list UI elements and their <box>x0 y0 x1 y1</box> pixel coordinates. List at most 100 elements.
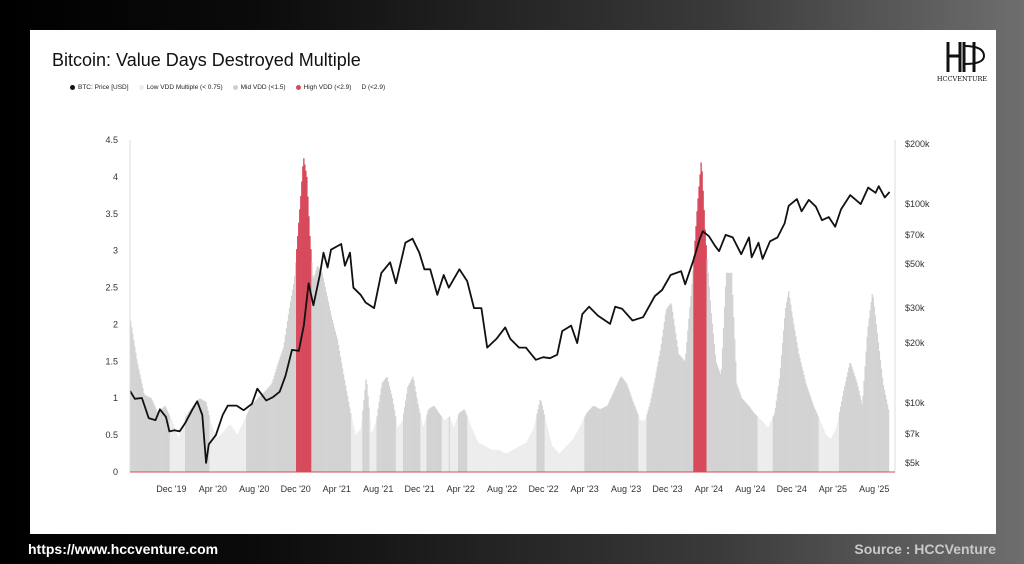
vdd-bar <box>581 422 583 472</box>
vdd-bar <box>538 404 540 472</box>
vdd-bar <box>221 432 224 472</box>
vdd-bar <box>546 427 548 472</box>
vdd-bar <box>132 333 134 472</box>
vdd-bar <box>689 307 691 472</box>
vdd-bar <box>605 406 608 472</box>
vdd-bar <box>818 418 820 472</box>
vdd-bar <box>876 333 879 472</box>
vdd-bar <box>680 356 682 472</box>
vdd-bar <box>449 419 452 472</box>
vdd-bar <box>736 383 738 472</box>
vdd-bar <box>871 293 873 472</box>
x-tick-label: Dec '23 <box>652 484 682 494</box>
legend-item-price[interactable]: BTC: Price [USD] <box>70 84 129 91</box>
legend-item-d[interactable]: D (<2.9) <box>361 84 385 91</box>
vdd-bar <box>650 398 652 472</box>
vdd-bar <box>670 304 673 472</box>
vdd-bar <box>582 420 584 472</box>
vdd-bar <box>700 162 702 472</box>
website-url[interactable]: https://www.hccventure.com <box>28 541 219 557</box>
vdd-bar <box>755 414 757 472</box>
vdd-bar <box>652 388 654 472</box>
vdd-bar <box>618 379 621 472</box>
vdd-bar <box>835 427 838 472</box>
vdd-bar <box>514 449 516 472</box>
vdd-bar <box>735 361 737 472</box>
vdd-bar <box>238 430 241 472</box>
vdd-bar <box>839 406 842 472</box>
vdd-bar <box>455 419 458 472</box>
vdd-bar <box>377 408 379 472</box>
vdd-bar <box>149 397 151 472</box>
vdd-bar <box>339 356 342 472</box>
vdd-bar <box>739 392 741 472</box>
vdd-bar <box>765 425 767 472</box>
vdd-bar <box>682 358 684 472</box>
vdd-bar <box>271 382 273 472</box>
vdd-bar <box>683 359 685 472</box>
vdd-bar <box>861 404 863 472</box>
vdd-bar <box>634 406 636 472</box>
vdd-bar <box>637 414 639 472</box>
vdd-bar <box>580 424 582 472</box>
vdd-bar <box>139 373 141 472</box>
vdd-bar <box>787 296 789 472</box>
vdd-bar <box>253 402 255 472</box>
btc-price-series <box>129 185 891 464</box>
vdd-bar <box>204 401 206 472</box>
vdd-bar <box>299 209 301 472</box>
vdd-bar <box>219 434 221 472</box>
vdd-bar <box>185 416 187 472</box>
vdd-bar <box>350 412 352 472</box>
legend-item-low-vdd[interactable]: Low VDD Multiple (< 0.75) <box>138 84 223 91</box>
vdd-bar <box>381 382 383 472</box>
vdd-bar <box>417 403 419 472</box>
vdd-bar <box>776 393 779 472</box>
vdd-bar <box>632 400 634 472</box>
vdd-bar <box>227 425 230 472</box>
vdd-bar <box>412 376 414 472</box>
vdd-bar <box>513 449 515 472</box>
legend-item-high-vdd[interactable]: High VDD (<2.9) <box>295 84 351 91</box>
vdd-bar <box>685 353 687 472</box>
legend-swatch <box>295 85 301 90</box>
vdd-bar <box>296 249 298 472</box>
vdd-bar <box>420 417 422 472</box>
vdd-bar <box>531 431 533 472</box>
y-tick-left: 1.5 <box>105 356 118 366</box>
vdd-bar <box>248 410 250 472</box>
vdd-bar <box>860 399 862 472</box>
vdd-bar <box>678 353 680 472</box>
vdd-bar <box>522 444 524 472</box>
vdd-bar <box>318 268 320 472</box>
vdd-bar <box>431 406 433 472</box>
vdd-bar <box>491 449 493 472</box>
vdd-bar <box>379 394 381 472</box>
vdd-bar <box>783 317 786 472</box>
vdd-bar <box>716 365 719 472</box>
vdd-bar <box>535 418 537 472</box>
vdd-bar <box>598 408 600 472</box>
vdd-bar <box>863 381 865 472</box>
vdd-bar <box>474 435 476 472</box>
vdd-bar <box>766 426 769 472</box>
vdd-bar <box>354 430 356 472</box>
vdd-bar <box>791 311 793 472</box>
vdd-bar <box>286 321 289 472</box>
vdd-bar <box>684 360 686 472</box>
vdd-bar <box>732 294 734 472</box>
vdd-bar <box>824 433 827 472</box>
vdd-bar <box>345 390 348 472</box>
vdd-bar <box>426 414 428 472</box>
vdd-bar <box>458 413 460 472</box>
vdd-bar <box>628 389 630 472</box>
vdd-bar <box>630 395 632 472</box>
vdd-bar <box>308 216 310 472</box>
vdd-bar <box>880 368 883 472</box>
vdd-bar <box>833 431 836 472</box>
x-tick-label: Apr '20 <box>199 484 227 494</box>
legend-item-mid-vdd[interactable]: Mid VDD (<1.5) <box>232 84 286 91</box>
y-tick-right: $50k <box>905 259 925 269</box>
vdd-bar <box>668 304 671 472</box>
vdd-bar <box>194 403 196 472</box>
